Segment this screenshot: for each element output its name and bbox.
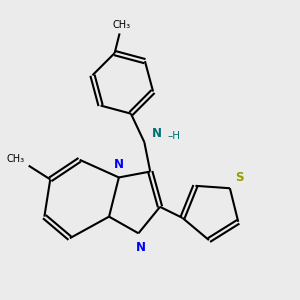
Text: CH₃: CH₃ [112, 20, 130, 29]
Text: N: N [114, 158, 124, 171]
Text: N: N [152, 127, 162, 140]
Text: N: N [135, 241, 146, 254]
Text: S: S [235, 171, 243, 184]
Text: –H: –H [168, 131, 181, 141]
Text: CH₃: CH₃ [7, 154, 25, 164]
